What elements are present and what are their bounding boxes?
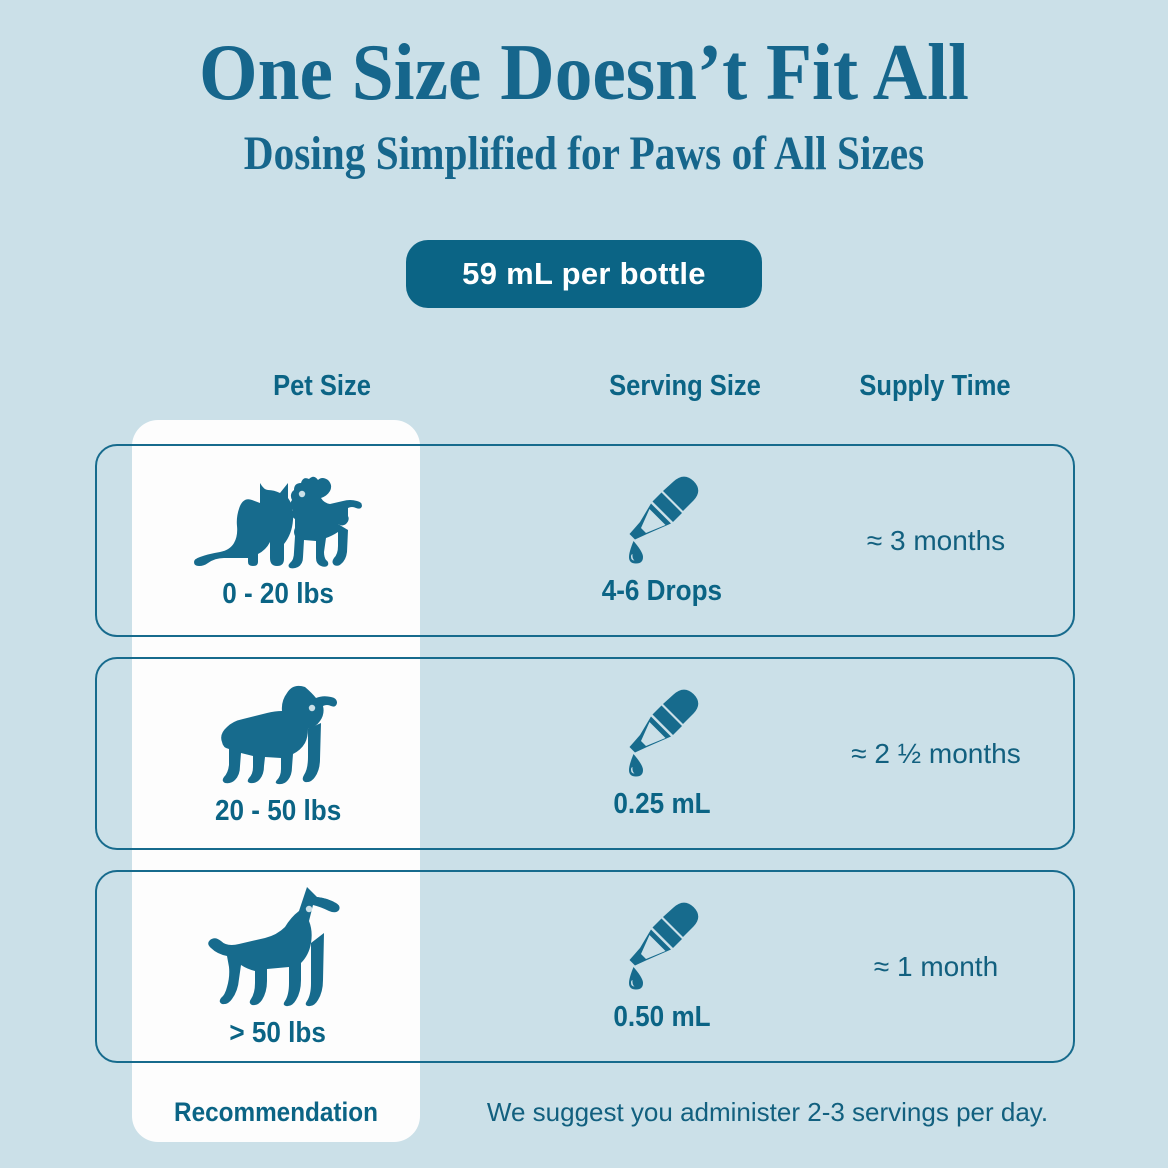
badge-container: 59 mL per bottle xyxy=(0,240,1168,308)
page-subtitle: Dosing Simplified for Paws of All Sizes xyxy=(243,127,925,180)
serving-size-cell: 4-6 Drops xyxy=(497,446,827,635)
medium-dog-icon xyxy=(213,679,343,787)
table-row: 0 - 20 lbs xyxy=(95,444,1075,637)
column-header-supply-time: Supply Time xyxy=(859,370,1011,402)
table-row: > 50 lbs 0.50 mL xyxy=(95,870,1075,1063)
dropper-icon xyxy=(620,900,704,995)
supply-time-cell: ≈ 3 months xyxy=(797,446,1075,635)
pet-size-cell: 0 - 20 lbs xyxy=(134,446,422,635)
table-row: 20 - 50 lbs 0.25 mL xyxy=(95,657,1075,850)
cat-and-small-dog-icon xyxy=(190,470,366,570)
serving-size-label: 0.25 mL xyxy=(613,787,711,820)
pet-size-label: > 50 lbs xyxy=(229,1017,327,1049)
pet-size-cell: > 50 lbs xyxy=(134,872,422,1061)
dosing-table: 0 - 20 lbs xyxy=(95,444,1075,1083)
serving-size-cell: 0.50 mL xyxy=(497,872,827,1061)
recommendation-label: Recommendation xyxy=(174,1097,378,1127)
column-header-pet-size: Pet Size xyxy=(273,370,371,402)
supply-time-label: ≈ 1 month xyxy=(873,950,999,982)
column-headers: Pet Size Serving Size Supply Time xyxy=(95,370,1075,414)
pet-size-label: 20 - 50 lbs xyxy=(214,795,342,827)
header: One Size Doesn’t Fit All Dosing Simplifi… xyxy=(0,0,1168,179)
serving-size-cell: 0.25 mL xyxy=(497,659,827,848)
pet-size-label: 0 - 20 lbs xyxy=(222,578,334,610)
page-title: One Size Doesn’t Fit All xyxy=(199,27,969,117)
dropper-icon xyxy=(620,474,704,569)
large-dog-icon xyxy=(203,883,353,1009)
supply-time-cell: ≈ 2 ½ months xyxy=(797,659,1075,848)
recommendation-row: Recommendation We suggest you administer… xyxy=(95,1085,1075,1145)
bottle-volume-badge: 59 mL per bottle xyxy=(406,240,762,308)
dropper-icon xyxy=(620,687,704,782)
serving-size-label: 4-6 Drops xyxy=(601,574,723,607)
pet-size-cell: 20 - 50 lbs xyxy=(134,659,422,848)
column-header-serving-size: Serving Size xyxy=(609,370,761,402)
supply-time-cell: ≈ 1 month xyxy=(797,872,1075,1061)
supply-time-label: ≈ 3 months xyxy=(866,524,1006,556)
recommendation-text: We suggest you administer 2-3 servings p… xyxy=(486,1097,1049,1127)
supply-time-label: ≈ 2 ½ months xyxy=(851,737,1021,769)
serving-size-label: 0.50 mL xyxy=(613,1000,711,1033)
